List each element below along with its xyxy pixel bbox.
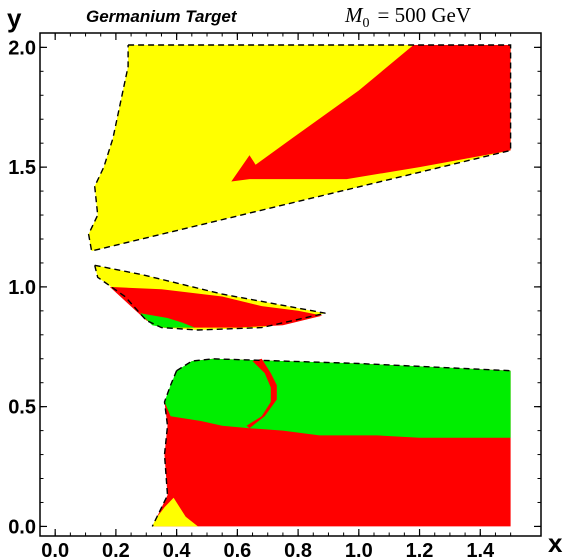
x-tick-label: 0.8 — [284, 540, 312, 557]
y-tick-label: 1.5 — [8, 157, 36, 179]
x-tick-label: 0.2 — [102, 540, 130, 557]
dashed-boundary-2 — [94, 264, 326, 331]
dashed-boundary-3 — [176, 358, 511, 372]
x-tick-label: 0.4 — [163, 540, 192, 557]
x-tick-label: 1.0 — [345, 540, 373, 557]
y-tick-label: 2.0 — [8, 37, 36, 59]
region-upper-red — [231, 45, 511, 182]
region-lower-yellow — [152, 497, 198, 527]
x-axis-label: x — [548, 528, 563, 557]
region-red-arc-band — [246, 358, 277, 429]
region-middle-green — [140, 313, 195, 328]
regions-layer — [88, 45, 511, 527]
y-tick-label: 1.0 — [8, 277, 36, 299]
dashed-boundary-4 — [151, 370, 178, 527]
chart-title-left: Germanium Target — [86, 7, 238, 26]
title-subscript: 0 — [363, 16, 370, 31]
title-value: = 500 GeV — [378, 3, 472, 27]
y-tick-label: 0.5 — [8, 397, 36, 419]
region-lower-green — [164, 358, 511, 438]
y-axis-label: y — [7, 3, 22, 33]
x-tick-label: 0.0 — [41, 540, 69, 557]
chart-title-right: M0 = 500 GeV — [344, 3, 471, 31]
plot-frame — [39, 32, 542, 537]
title-symbol: M — [344, 3, 364, 27]
x-tick-label: 1.2 — [406, 540, 434, 557]
y-tick-label: 0.0 — [8, 516, 36, 538]
x-tick-label: 0.6 — [223, 540, 251, 557]
x-tick-label: 1.4 — [466, 540, 495, 557]
dashed-boundary-1 — [87, 44, 512, 252]
ticks-layer: 0.0 0.2 0.4 0.6 0.8 1.0 1.2 1.4 0.0 0.5 1.0 1.5 2.0 — [8, 33, 541, 557]
boundary-layer — [87, 44, 512, 527]
